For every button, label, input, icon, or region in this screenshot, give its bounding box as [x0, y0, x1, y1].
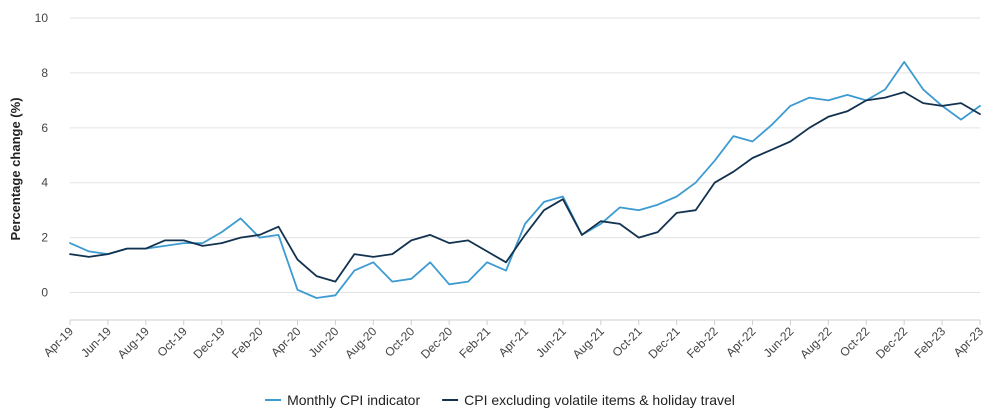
- legend-label: CPI excluding volatile items & holiday t…: [464, 392, 735, 408]
- grid-lines: [70, 17, 980, 294]
- y-axis-ticks: 0 2 4 6 8 10: [35, 11, 49, 300]
- x-tick-label: Feb-20: [229, 324, 266, 361]
- y-tick-label: 10: [35, 11, 49, 25]
- legend[interactable]: Monthly CPI indicator CPI excluding volat…: [265, 392, 735, 408]
- x-tick-label: Oct-21: [610, 324, 646, 360]
- x-tick-label: Aug-21: [570, 324, 607, 361]
- legend-label: Monthly CPI indicator: [287, 392, 420, 408]
- x-tick-label: Oct-19: [155, 324, 191, 360]
- x-tick-label: Dec-19: [191, 324, 228, 361]
- legend-item-2[interactable]: CPI excluding volatile items & holiday t…: [442, 392, 735, 408]
- x-tick-label: Aug-22: [797, 324, 834, 361]
- x-tick-label: Aug-19: [115, 324, 152, 361]
- x-tick-label: Jun-22: [761, 324, 797, 360]
- legend-item-1[interactable]: Monthly CPI indicator: [265, 392, 420, 408]
- x-tick-label: Feb-22: [684, 324, 721, 361]
- series-line-1: [69, 61, 981, 299]
- y-tick-label: 6: [41, 121, 48, 135]
- x-tick-label: Dec-22: [873, 324, 910, 361]
- x-tick-label: Apr-20: [268, 324, 304, 360]
- x-tick-label: Dec-20: [418, 324, 455, 361]
- x-tick-label: Jun-20: [306, 324, 342, 360]
- y-axis-title: Percentage change (%): [8, 97, 23, 240]
- x-tick-label: Aug-20: [342, 324, 379, 361]
- y-tick-label: 0: [41, 286, 48, 300]
- x-axis-ticks: Apr-19 Jun-19 Aug-19 Oct-19 Dec-19 Feb-20 Apr-…: [41, 320, 987, 361]
- x-tick-label: Dec-21: [646, 324, 683, 361]
- x-tick-label: Apr-23: [951, 324, 987, 360]
- y-tick-label: 4: [41, 176, 48, 190]
- x-tick-label: Feb-23: [911, 324, 948, 361]
- x-tick-label: Oct-20: [382, 324, 418, 360]
- series-lines: [69, 61, 981, 299]
- x-tick-label: Apr-22: [723, 324, 759, 360]
- series-line-2: [69, 91, 981, 283]
- x-tick-label: Apr-19: [41, 324, 77, 360]
- x-tick-label: Oct-22: [837, 324, 873, 360]
- x-tick-label: Jun-21: [533, 324, 569, 360]
- x-tick-label: Feb-21: [456, 324, 493, 361]
- x-tick-label: Apr-21: [496, 324, 532, 360]
- y-tick-label: 2: [41, 231, 48, 245]
- x-tick-label: Jun-19: [78, 324, 114, 360]
- y-tick-label: 8: [41, 66, 48, 80]
